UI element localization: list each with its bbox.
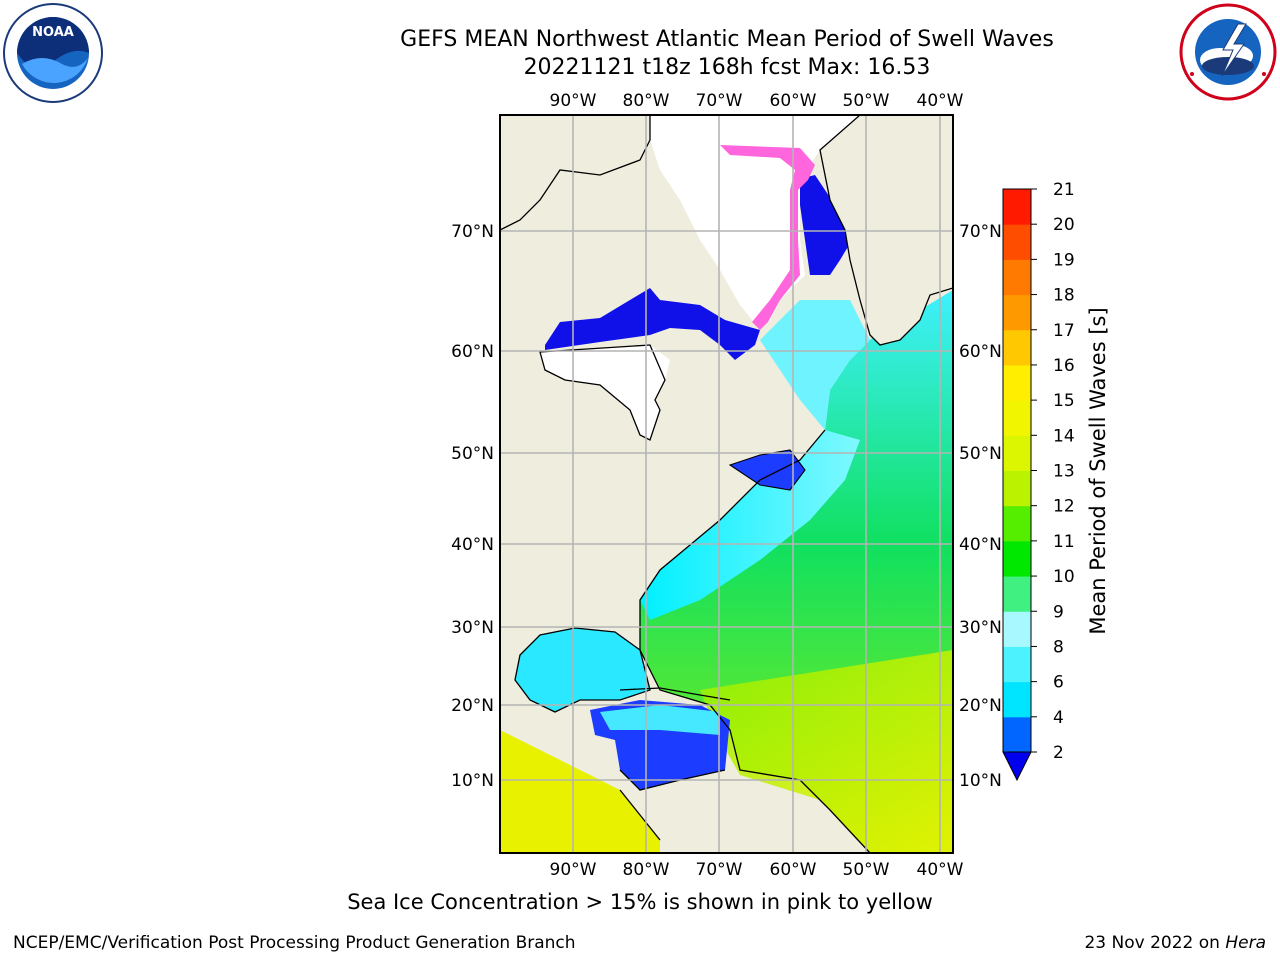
- lon-label: 80°W: [623, 860, 670, 880]
- colorbar-segment: [1003, 681, 1031, 718]
- colorbar-segment: [1003, 294, 1031, 331]
- colorbar-tick-label: 21: [1053, 180, 1075, 200]
- colorbar-tick-label: 11: [1053, 532, 1075, 552]
- lat-label: 10°N: [451, 771, 494, 791]
- lon-labels-top: 90°W 80°W 70°W 60°W 50°W 40°W: [550, 91, 964, 111]
- noaa-logo-icon: NOAA: [2, 2, 104, 104]
- lat-labels-right: 70°N 60°N 50°N 40°N 30°N 20°N 10°N: [959, 222, 1002, 791]
- footer-date-text: 23 Nov 2022 on: [1084, 933, 1226, 953]
- lat-labels-left: 70°N 60°N 50°N 40°N 30°N 20°N 10°N: [451, 222, 494, 791]
- map-frame: [499, 114, 954, 854]
- colorbar-segment: [1003, 435, 1031, 471]
- colorbar-segment: [1003, 189, 1031, 225]
- lon-label: 80°W: [623, 91, 670, 111]
- lat-label: 10°N: [959, 771, 1002, 791]
- lat-label: 30°N: [451, 618, 494, 638]
- colorbar-tick-label: 17: [1053, 321, 1075, 341]
- arctic-islands-land: [500, 115, 650, 230]
- gulf-of-mexico-field: [515, 628, 650, 712]
- colorbar-tick-label: 18: [1053, 286, 1075, 306]
- lon-labels-bottom: 90°W 80°W 70°W 60°W 50°W 40°W: [550, 860, 964, 880]
- coastal-cyan-band: [640, 430, 860, 620]
- colorbar-tick-label: 8: [1053, 637, 1064, 657]
- lat-label: 60°N: [959, 342, 1002, 362]
- lon-label: 60°W: [770, 91, 817, 111]
- footer-date: 23 Nov 2022 on Hera: [1084, 933, 1266, 953]
- pacific-yellow-field: [500, 730, 660, 853]
- arctic-ice-field: [650, 115, 953, 330]
- sea-ice-edge-band: [720, 145, 815, 330]
- caribbean-north-field: [600, 705, 720, 735]
- colorbar-tick-label: 20: [1053, 215, 1075, 235]
- arctic-islands-coastline: [500, 115, 651, 231]
- lon-label: 70°W: [696, 860, 743, 880]
- lon-label: 40°W: [917, 860, 964, 880]
- greenland-coastline: [819, 115, 953, 346]
- nws-logo-icon: [1178, 2, 1278, 102]
- graticule: [500, 115, 953, 853]
- lon-label: 50°W: [843, 91, 890, 111]
- colorbar-segment: [1003, 259, 1031, 296]
- noaa-logo-text: NOAA: [32, 25, 74, 40]
- lat-label: 50°N: [451, 444, 494, 464]
- colorbar-tick-label: 15: [1053, 391, 1075, 411]
- colorbar-tick-label: 6: [1053, 673, 1064, 693]
- lon-label: 90°W: [550, 860, 597, 880]
- lon-label: 50°W: [843, 860, 890, 880]
- colorbar-segment: [1003, 540, 1031, 577]
- colorbar-segment: [1003, 329, 1031, 366]
- lon-label: 70°W: [696, 91, 743, 111]
- lat-label: 20°N: [959, 696, 1002, 716]
- map-area: [500, 115, 953, 853]
- hudson-bay-field: [545, 288, 760, 360]
- cuba-coastline: [619, 687, 731, 701]
- colorbar-segment: [1003, 646, 1031, 683]
- colorbar-tick-label: 4: [1053, 708, 1064, 728]
- chart-subtitle: 20221121 t18z 168h fcst Max: 16.53: [523, 55, 931, 80]
- sea-ice-caption: Sea Ice Concentration > 15% is shown in …: [347, 890, 933, 914]
- colorbar-label: Mean Period of Swell Waves [s]: [1086, 307, 1110, 634]
- colorbar: 2 4 6 8 9 10 11 12 13 14 15 16 17 18 19 20 21: [1002, 180, 1075, 782]
- colorbar-segment: [1003, 505, 1031, 542]
- newfoundland-coastline: [728, 449, 806, 491]
- colorbar-tick-label: 19: [1053, 250, 1075, 270]
- labrador-sea-field: [760, 300, 870, 430]
- colorbar-segment: [1003, 364, 1031, 401]
- footer-host: Hera: [1225, 933, 1266, 953]
- baffin-bay-field: [795, 175, 855, 275]
- chart-title: GEFS MEAN Northwest Atlantic Mean Period…: [400, 27, 1054, 52]
- colorbar-tick-label: 10: [1053, 567, 1075, 587]
- colorbar-segment: [1003, 716, 1031, 753]
- colorbar-segment: [1003, 470, 1031, 507]
- lon-label: 60°W: [770, 860, 817, 880]
- colorbar-tick-label: 9: [1053, 602, 1064, 622]
- lat-label: 50°N: [959, 444, 1002, 464]
- gulf-coastline: [514, 627, 651, 713]
- greenland-land: [820, 115, 953, 345]
- tropical-ocean-field: [700, 650, 953, 853]
- lat-label: 70°N: [959, 222, 1002, 242]
- lat-label: 20°N: [451, 696, 494, 716]
- lat-label: 40°N: [451, 535, 494, 555]
- colorbar-segment: [1003, 224, 1031, 260]
- footer-credit: NCEP/EMC/Verification Post Processing Pr…: [13, 933, 576, 953]
- colorbar-tick-label: 16: [1053, 356, 1075, 376]
- lat-label: 60°N: [451, 342, 494, 362]
- colorbar-segment: [1003, 400, 1031, 436]
- colorbar-tick-label: 12: [1053, 497, 1075, 517]
- lat-label: 40°N: [959, 535, 1002, 555]
- gulf-st-lawrence-field: [730, 450, 805, 490]
- lon-label: 40°W: [917, 91, 964, 111]
- hudson-bay-coastline: [539, 344, 666, 441]
- lon-label: 90°W: [550, 91, 597, 111]
- lat-label: 30°N: [959, 618, 1002, 638]
- colorbar-under-triangle: [1002, 751, 1032, 782]
- lat-label: 70°N: [451, 222, 494, 242]
- colorbar-tick-label: 2: [1053, 743, 1064, 763]
- colorbar-tick-label: 14: [1053, 426, 1075, 446]
- colorbar-segment: [1003, 576, 1031, 612]
- colorbar-tick-label: 13: [1053, 462, 1075, 482]
- colorbar-segment: [1003, 611, 1031, 647]
